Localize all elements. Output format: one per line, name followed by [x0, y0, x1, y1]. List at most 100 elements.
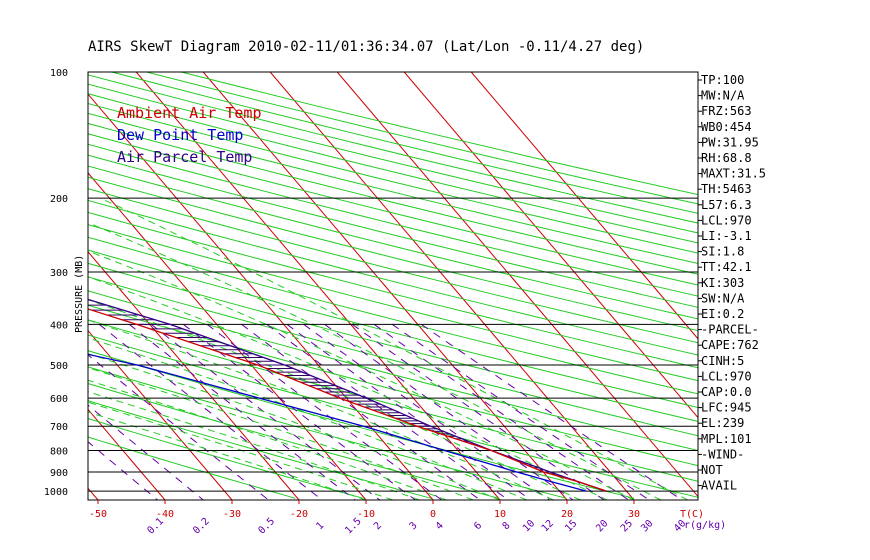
pressure-tick-label: 300	[50, 268, 68, 279]
pressure-tick-label: 800	[50, 447, 68, 458]
pressure-tick-label: 200	[50, 194, 68, 205]
bottom-temp-tick-label: -40	[156, 509, 174, 520]
mixing-ratio-unit: r(g/kg)	[684, 520, 726, 531]
index-label: -PARCEL-	[701, 323, 759, 337]
legend-item: Dew Point Temp	[117, 126, 243, 144]
index-label: NOT	[701, 463, 723, 477]
bottom-temp-unit: T(C)	[680, 509, 704, 520]
index-label: SI:1.8	[701, 245, 744, 259]
isotherm-line	[336, 72, 698, 498]
mixing-ratio-line	[206, 323, 442, 500]
dry-adiabat-line	[88, 249, 698, 409]
mixing-ratio-label: 3	[408, 520, 420, 532]
mixing-ratio-line	[266, 323, 509, 500]
dry-adiabat-line	[88, 103, 698, 254]
moist-adiabat-line	[88, 319, 554, 500]
legend-item: Air Parcel Temp	[117, 148, 252, 166]
pressure-tick-label: 600	[50, 394, 68, 405]
mixing-ratio-label: 30	[639, 518, 655, 534]
dry-adiabat-line	[88, 366, 567, 499]
index-label: WB0:454	[701, 120, 752, 134]
mixing-ratio-label: 10	[521, 518, 537, 534]
index-label: MW:N/A	[701, 89, 745, 103]
moist-adiabat-line	[88, 353, 501, 500]
dry-adiabat-line	[88, 436, 296, 499]
dry-adiabat-line	[88, 262, 698, 422]
mixing-ratio-line	[303, 323, 550, 500]
index-label: EI:0.2	[701, 307, 744, 321]
pressure-tick-label: 900	[50, 468, 68, 479]
y-axis-label: PRESSURE (MB)	[74, 255, 85, 333]
mixing-ratio-line	[373, 323, 629, 500]
mixing-ratio-line	[88, 354, 269, 500]
index-label: PW:31.95	[701, 135, 759, 149]
index-label: RH:68.8	[701, 151, 752, 165]
isotherm-line	[135, 72, 501, 500]
mixing-ratio-label: 0.5	[257, 516, 278, 537]
dewpoint-curve	[88, 353, 587, 492]
mixing-ratio-line	[88, 404, 204, 500]
index-label: CAP:0.0	[701, 385, 752, 399]
pressure-tick-label: 500	[50, 361, 68, 372]
mixing-ratio-line	[324, 323, 574, 500]
pressure-tick-label: 1000	[44, 487, 68, 498]
index-label: MAXT:31.5	[701, 167, 766, 181]
mixing-ratio-label: 6	[472, 520, 484, 532]
index-label: LFC:945	[701, 401, 752, 415]
mixing-ratio-label: 1	[314, 520, 326, 532]
dry-adiabat-line	[88, 112, 698, 265]
mixing-ratio-label: 12	[540, 518, 556, 534]
dry-adiabat-line	[88, 211, 698, 369]
mixing-ratio-label: 8	[501, 520, 513, 532]
mixing-ratio-label: 4	[434, 520, 446, 532]
pressure-tick-label: 100	[50, 68, 68, 79]
dry-adiabat-line	[88, 290, 698, 452]
index-label: LCL:970	[701, 213, 752, 227]
dry-adiabat-line	[88, 350, 635, 499]
dry-adiabat-line	[88, 143, 698, 297]
profile-layer	[88, 298, 607, 492]
mixing-ratio-line	[391, 323, 650, 500]
mixing-ratio-label: 15	[563, 518, 579, 534]
index-label: TH:5463	[701, 182, 752, 196]
dry-adiabat-line	[88, 199, 698, 356]
bottom-temp-tick-label: 20	[561, 509, 573, 520]
mixing-ratio-line	[241, 323, 481, 500]
index-label: AVAIL	[701, 479, 737, 493]
dry-adiabat-line	[88, 382, 499, 499]
isotherm-line	[403, 72, 698, 419]
bottom-temp-tick-label: -30	[223, 509, 241, 520]
dry-adiabat-line	[88, 400, 431, 499]
index-label: SW:N/A	[701, 291, 745, 305]
index-label: TP:100	[701, 73, 744, 87]
bottom-temp-tick-label: 10	[494, 509, 506, 520]
moist-adiabat-line	[88, 222, 662, 500]
legend: Ambient Air Temp Dew Point Temp Air Parcel…	[117, 104, 262, 166]
moist-adiabat-line	[88, 411, 367, 500]
isotherm-line	[269, 72, 635, 500]
index-label: L57:6.3	[701, 198, 752, 212]
index-label: LI:-3.1	[701, 229, 752, 243]
dry-adiabat-line	[88, 236, 698, 395]
index-label: LCL:970	[701, 369, 752, 383]
mixing-ratio-label: 2	[372, 520, 384, 532]
dry-adiabat-line	[88, 122, 698, 275]
parcel-temp-curve	[88, 298, 607, 492]
index-label: MPL:101	[701, 432, 752, 446]
moist-adiabat-line	[88, 276, 608, 500]
index-label: FRZ:563	[701, 104, 752, 118]
bottom-temp-tick-label: 0	[430, 509, 436, 520]
mixing-ratio-line	[128, 323, 356, 500]
moist-adiabat-line	[100, 197, 688, 500]
isotherm-line	[0, 72, 31, 500]
dry-adiabat-line	[88, 176, 698, 332]
ambient-temp-curve	[88, 308, 607, 492]
moist-adiabat-line	[88, 250, 635, 500]
legend-item: Ambient Air Temp	[117, 104, 262, 122]
bottom-temp-tick-label: -50	[89, 509, 107, 520]
moist-adiabat-line	[88, 391, 420, 500]
mixing-ratio-line	[421, 323, 683, 500]
index-label: KI:303	[701, 276, 744, 290]
